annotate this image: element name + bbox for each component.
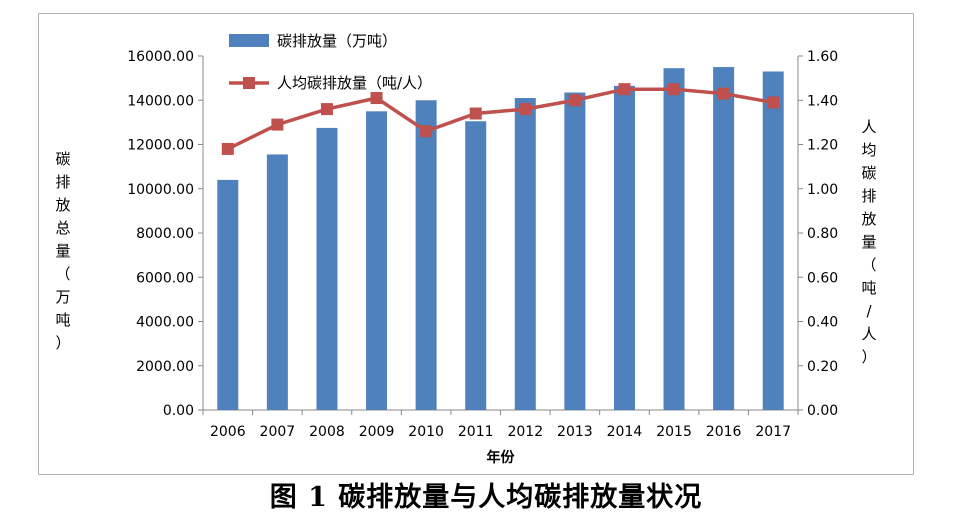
- right-tick-label: 1.40: [807, 93, 838, 109]
- x-tick-label: 2016: [706, 424, 742, 440]
- x-tick-label: 2007: [260, 424, 296, 440]
- x-tick-label: 2008: [309, 424, 345, 440]
- line-point: [618, 83, 631, 96]
- x-axis-title: 年份: [487, 449, 516, 466]
- left-tick-label: 12000.00: [127, 138, 194, 154]
- bar: [663, 68, 685, 410]
- right-tick-label: 1.60: [807, 49, 838, 65]
- left-tick-label: 10000.00: [127, 182, 194, 198]
- line-point: [519, 103, 532, 116]
- line-point: [767, 96, 780, 109]
- line-point: [320, 103, 333, 116]
- x-tick-label: 2013: [557, 424, 593, 440]
- left-tick-label: 14000.00: [127, 93, 194, 109]
- right-tick-label: 1.20: [807, 138, 838, 154]
- x-tick-label: 2006: [210, 424, 246, 440]
- legend-line-marker: [243, 77, 255, 89]
- bar: [316, 127, 338, 410]
- line-point: [717, 87, 730, 100]
- legend-bar-swatch: [229, 34, 269, 47]
- combo-chart: 0.00 2000.00 4000.00 6000.00 8000.00 10000.00…: [55, 32, 876, 466]
- line-point: [420, 125, 433, 138]
- x-tick-label: 2015: [656, 424, 692, 440]
- x-tick-label: 2014: [607, 424, 643, 440]
- right-tick-label: 0.00: [807, 403, 838, 419]
- line-point: [469, 107, 482, 120]
- right-tick-label: 0.40: [807, 315, 838, 331]
- bar: [564, 92, 586, 410]
- x-tick-label: 2017: [755, 424, 791, 440]
- bar: [465, 121, 487, 411]
- left-tick-label: 16000.00: [127, 49, 194, 65]
- line-point: [370, 92, 383, 105]
- line-point: [668, 83, 681, 96]
- bar: [415, 100, 437, 410]
- bar: [514, 98, 536, 410]
- left-tick-label: 6000.00: [136, 270, 194, 286]
- legend-bar-label: 碳排放量（万吨）: [277, 32, 397, 50]
- line-point: [271, 118, 284, 131]
- line-point: [568, 94, 581, 107]
- figure-caption: 图 1 碳排放量与人均碳排放量状况: [269, 482, 703, 513]
- bar: [762, 71, 784, 411]
- bar: [713, 67, 735, 410]
- left-tick-label: 0.00: [163, 403, 194, 419]
- per-capita-line: [227, 87, 774, 151]
- bar: [613, 85, 635, 411]
- bar: [266, 154, 288, 410]
- bar: [217, 179, 239, 410]
- x-tick-label: 2011: [458, 424, 494, 440]
- chart-frame: 0.00 2000.00 4000.00 6000.00 8000.00 10000.00…: [38, 13, 914, 475]
- right-tick-label: 1.00: [807, 182, 838, 198]
- x-tick-label: 2010: [408, 424, 444, 440]
- left-axis-title: 碳排放总量（万吨）: [55, 150, 70, 352]
- bar: [366, 111, 388, 410]
- left-tick-label: 2000.00: [136, 359, 194, 375]
- right-tick-label: 0.60: [807, 270, 838, 286]
- legend-line-label: 人均碳排放量（吨/人）: [277, 74, 432, 92]
- x-tick-label: 2012: [507, 424, 543, 440]
- right-tick-label: 0.20: [807, 359, 838, 375]
- left-tick-label: 8000.00: [136, 226, 194, 242]
- right-tick-label: 0.80: [807, 226, 838, 242]
- left-tick-label: 4000.00: [136, 315, 194, 331]
- right-axis-title: 人均碳排放量（吨/人）: [861, 118, 876, 366]
- line-point: [221, 142, 234, 155]
- x-tick-label: 2009: [359, 424, 395, 440]
